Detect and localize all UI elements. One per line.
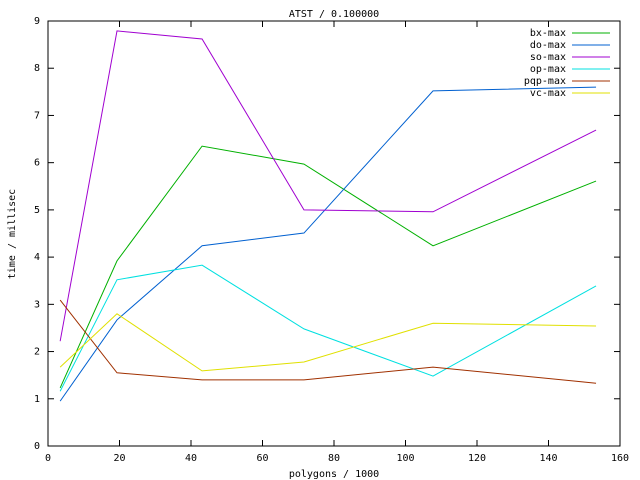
- x-tick-label: 120: [468, 453, 486, 464]
- legend-label: do-max: [530, 40, 566, 51]
- y-axis-label: time / millisec: [7, 189, 18, 279]
- x-tick-label: 160: [611, 453, 629, 464]
- series-line: [59, 86, 597, 402]
- x-tick-label: 60: [256, 453, 268, 464]
- y-tick-label: 9: [34, 16, 40, 27]
- chart-title: ATST / 0.100000: [289, 9, 379, 20]
- y-tick-label: 4: [34, 252, 40, 263]
- y-tick-label: 5: [34, 205, 40, 216]
- series-line: [59, 145, 597, 389]
- x-tick-label: 20: [113, 453, 125, 464]
- x-tick-label: 140: [539, 453, 557, 464]
- y-tick-label: 8: [34, 63, 40, 74]
- x-tick-label: 0: [45, 453, 51, 464]
- x-axis-label: polygons / 1000: [289, 469, 379, 480]
- y-tick-label: 6: [34, 158, 40, 169]
- legend-label: op-max: [530, 64, 566, 75]
- series-line: [59, 313, 597, 372]
- series-line: [59, 299, 597, 384]
- legend-label: bx-max: [530, 28, 566, 39]
- y-tick-label: 1: [34, 394, 40, 405]
- y-tick-label: 2: [34, 347, 40, 358]
- x-tick-label: 100: [396, 453, 414, 464]
- x-tick-label: 80: [328, 453, 340, 464]
- y-tick-label: 3: [34, 299, 40, 310]
- series-line: [59, 264, 597, 392]
- legend-label: vc-max: [530, 88, 566, 99]
- series-line: [59, 30, 597, 342]
- x-tick-label: 40: [185, 453, 197, 464]
- legend-label: so-max: [530, 52, 566, 63]
- y-tick-label: 7: [34, 110, 40, 121]
- legend-label: pqp-max: [524, 76, 566, 87]
- y-tick-label: 0: [34, 441, 40, 452]
